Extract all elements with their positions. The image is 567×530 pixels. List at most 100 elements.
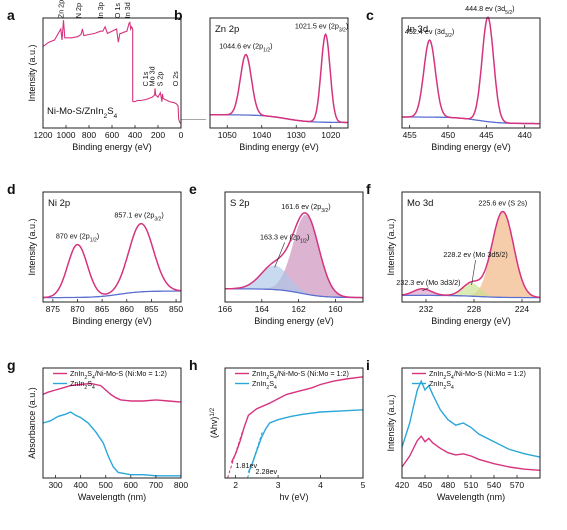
- peak-label-d-1-part: ): [161, 211, 163, 220]
- sample-text-part: S: [107, 106, 113, 117]
- legend-label-0-part: /Ni-Mo-S (Ni:Mo = 1:2): [454, 369, 526, 378]
- plot-frame-h: [224, 367, 364, 479]
- x-axis-label-g: Wavelength (nm): [78, 492, 146, 502]
- x-tick-label-c-0: 455: [403, 130, 417, 140]
- x-tick-label-g-4: 700: [149, 480, 163, 490]
- fit-envelope-c: [402, 16, 540, 125]
- legend-label-0-part: /Ni-Mo-S (Ni:Mo = 1:2): [95, 369, 167, 378]
- x-tick-label-g-3: 600: [124, 480, 138, 490]
- x-axis-label-i: Wavelength (nm): [437, 492, 505, 502]
- x-tick-label-b-3: 1020: [321, 130, 340, 140]
- legend-label-0-part: 4: [92, 375, 95, 381]
- peak-label-b-1-part: ): [346, 21, 348, 30]
- x-tick-label-g-0: 300: [48, 480, 62, 490]
- panel-label-a: a: [7, 7, 15, 23]
- series-line-h-0: [230, 376, 364, 463]
- plot-area-d: 870 ev (2p1/2)857.1 ev (2p3/2): [42, 211, 182, 299]
- gap-label-1: 2.28ev: [256, 467, 278, 476]
- leader-line-f-2: [422, 287, 429, 292]
- background-line-f: [402, 294, 540, 299]
- legend-i: ZnIn2S4/Ni-Mo-S (Ni:Mo = 1:2)ZnIn2S4: [412, 369, 526, 391]
- peak-tag-6: S 2p: [155, 72, 164, 87]
- peak-label-b-0: 1044.6 ev (2p1/2): [219, 42, 272, 54]
- x-tick-label-d-3: 860: [120, 304, 134, 314]
- y-axis-label-d: Intensity (a.u.): [27, 218, 37, 275]
- x-tick-label-i-5: 570: [510, 480, 524, 490]
- plot-area-c: 452.4 ev (3d3/2)444.8 ev (3d5/2): [402, 4, 540, 125]
- x-tick-label-f-0: 232: [419, 304, 433, 314]
- x-tick-label-i-2: 480: [441, 480, 455, 490]
- x-tick-label-a-6: 0: [179, 130, 184, 140]
- legend-label-1-part: S: [446, 379, 451, 388]
- legend-label-0-part: 2: [443, 375, 446, 381]
- y-axis-label-f: Intensity (a.u.): [386, 218, 396, 275]
- x-tick-label-i-1: 450: [418, 480, 432, 490]
- x-axis-label-c: Binding energy (eV): [431, 142, 511, 152]
- peak-label-d-1-part: 857.1 ev (2p: [114, 211, 154, 220]
- x-tick-label-d-2: 865: [95, 304, 109, 314]
- x-tick-label-a-4: 400: [128, 130, 142, 140]
- gap-label-0: 1.81ev: [236, 461, 258, 470]
- x-tick-label-c-2: 445: [479, 130, 493, 140]
- peak-label-c-1: 444.8 ev (3d5/2): [465, 4, 514, 16]
- x-tick-label-i-3: 510: [464, 480, 478, 490]
- background-line-e: [225, 288, 363, 299]
- x-tick-label-b-1: 1040: [252, 130, 271, 140]
- sample-text: Ni-Mo-S/ZnIn2S4: [47, 106, 118, 120]
- legend-label-0: ZnIn2S4/Ni-Mo-S (Ni:Mo = 1:2): [429, 369, 526, 381]
- peak-label-b-0-part: 1/2: [263, 48, 270, 54]
- peak-label-e-1-part: ): [307, 232, 309, 241]
- series-line-g-1: [42, 411, 181, 477]
- legend-label-1-part: 2: [443, 385, 446, 391]
- legend-label-0-part: S: [446, 369, 451, 378]
- peak-label-d-0: 870 ev (2p1/2): [56, 232, 99, 244]
- legend-h: ZnIn2S4/Ni-Mo-S (Ni:Mo = 1:2)ZnIn2S4: [235, 369, 349, 391]
- survey-line-0: [42, 20, 134, 48]
- plot-frame-e: [224, 191, 364, 303]
- panel-f: f 225.6 ev (S 2s) 228.2 ev (Mo 3d5/2) 232.3…: [366, 181, 541, 326]
- panel-label-d: d: [7, 181, 16, 197]
- plot-frame-g: [42, 367, 182, 479]
- x-tick-label-a-0: 1200: [34, 130, 53, 140]
- panel-label-i: i: [366, 357, 370, 373]
- peak-tag-7: Mo 3d: [148, 66, 157, 86]
- legend-g: ZnIn2S4/Ni-Mo-S (Ni:Mo = 1:2)ZnIn2S4: [53, 369, 167, 391]
- x-tick-label-g-2: 500: [99, 480, 113, 490]
- peak-label-f-0-part: 225.6 ev (S 2s): [478, 199, 527, 208]
- legend-label-1-part: 4: [451, 385, 454, 391]
- series-line-g-0: [42, 382, 182, 403]
- x-tick-label-c-1: 450: [441, 130, 455, 140]
- x-tick-label-d-4: 855: [144, 304, 158, 314]
- peak-label-c-0-part: 3/2: [445, 33, 452, 39]
- x-tick-label-c-3: 440: [518, 130, 532, 140]
- survey-line-1: [132, 88, 182, 125]
- x-tick-label-g-1: 400: [74, 480, 88, 490]
- x-tick-label-i-4: 540: [487, 480, 501, 490]
- peak-tag-4: In 3d: [123, 2, 132, 18]
- peak-label-b-0-part: ): [270, 42, 272, 51]
- legend-label-0: ZnIn2S4/Ni-Mo-S (Ni:Mo = 1:2): [70, 369, 167, 381]
- leader-line-e-1: [274, 242, 285, 268]
- peak-label-c-1-part: 444.8 ev (3d: [465, 4, 505, 13]
- x-tick-label-f-2: 224: [515, 304, 529, 314]
- panel-label-e: e: [189, 181, 197, 197]
- legend-label-0-part: ZnIn: [429, 369, 443, 378]
- x-tick-label-d-1: 870: [70, 304, 84, 314]
- peak-label-b-1: 1021.5 ev (2p3/2): [295, 21, 348, 33]
- legend-label-0-part: S: [269, 369, 274, 378]
- legend-label-1-part: 2: [266, 385, 269, 391]
- x-tick-label-a-2: 800: [82, 130, 96, 140]
- sample-text-part: Ni-Mo-S/ZnIn: [47, 106, 103, 117]
- peak-label-e-0-part: ): [328, 202, 330, 211]
- legend-label-1-part: ZnIn: [252, 379, 266, 388]
- background-line-b: [210, 114, 348, 124]
- legend-label-0-part: 4: [274, 375, 277, 381]
- y-axis-label-h-part: (Ahv): [209, 417, 219, 439]
- x-tick-label-b-0: 1050: [218, 130, 237, 140]
- x-tick-label-f-1: 228: [467, 304, 481, 314]
- panel-title-d: Ni 2p: [48, 198, 70, 209]
